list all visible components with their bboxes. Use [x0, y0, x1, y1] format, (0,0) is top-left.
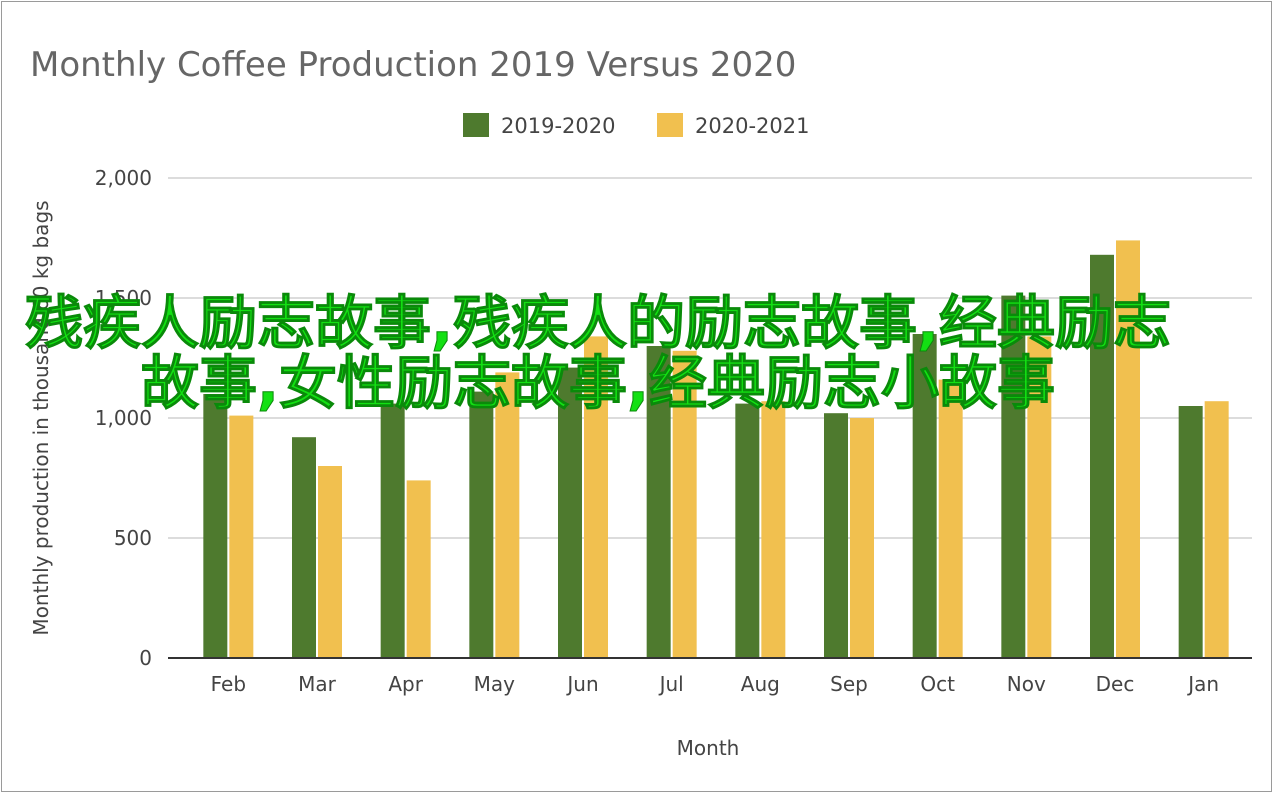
bar-2019-2020-Oct	[912, 334, 937, 658]
y-tick-label: 2,000	[95, 166, 152, 190]
x-axis-ticks: Feb Mar Apr May Jun Jul Aug Sep Oct Nov Dec Jan	[211, 672, 1219, 696]
bar-2019-2020-May	[469, 391, 494, 658]
bar-2019-2020-Feb	[203, 394, 228, 658]
bar-2020-2021-Aug	[761, 401, 786, 658]
x-tick-label: Jan	[1186, 672, 1219, 696]
x-tick-label: Apr	[388, 672, 423, 696]
bar-2019-2020-Sep	[824, 413, 848, 658]
y-tick-label: 500	[114, 526, 152, 550]
x-tick-label: May	[474, 672, 516, 696]
x-tick-label: Feb	[211, 672, 246, 696]
bar-2020-2021-Feb	[229, 415, 254, 658]
bar-2020-2021-Oct	[938, 379, 963, 658]
legend-swatch-2019-2020	[463, 113, 489, 137]
bar-2020-2021-Nov	[1027, 336, 1052, 658]
x-tick-label: Oct	[920, 672, 955, 696]
bar-2019-2020-Nov	[1001, 295, 1026, 658]
y-axis-ticks: 0 500 1,000 1,500 2,000	[95, 166, 152, 670]
bar-2019-2020-Jan	[1178, 406, 1203, 658]
bar-2020-2021-Apr	[406, 480, 431, 658]
bar-2020-2021-Jul	[672, 350, 697, 658]
bar-2020-2021-Jun	[584, 336, 608, 658]
bar-2020-2021-Sep	[850, 418, 874, 658]
y-tick-label: 0	[139, 646, 152, 670]
legend-label: 2019-2020	[501, 114, 615, 138]
chart-title: Monthly Coffee Production 2019 Versus 20…	[30, 45, 796, 85]
x-tick-label: Aug	[741, 672, 780, 696]
legend-label: 2020-2021	[695, 114, 809, 138]
x-tick-label: Jun	[565, 672, 598, 696]
x-tick-label: Jul	[658, 672, 684, 696]
x-tick-label: Nov	[1007, 672, 1046, 696]
bar-2020-2021-May	[495, 372, 520, 658]
bar-2020-2021-Dec	[1116, 240, 1140, 658]
bar-2019-2020-Jul	[646, 346, 671, 658]
bar-2020-2021-Jan	[1204, 401, 1229, 658]
legend-swatch-2020-2021	[657, 113, 683, 137]
bar-2019-2020-Mar	[292, 437, 316, 658]
y-tick-label: 1,500	[95, 286, 152, 310]
gridlines	[168, 177, 1252, 539]
x-tick-label: Dec	[1096, 672, 1135, 696]
bar-2019-2020-Jun	[558, 367, 582, 658]
x-tick-label: Sep	[830, 672, 868, 696]
bar-2019-2020-Aug	[735, 403, 760, 658]
y-axis-title: Monthly production in thousand 60 kg bag…	[29, 200, 53, 635]
legend: 2019-2020 2020-2021	[463, 113, 809, 138]
bar-2019-2020-Apr	[380, 403, 405, 658]
y-tick-label: 1,000	[95, 406, 152, 430]
x-tick-label: Mar	[298, 672, 337, 696]
x-axis-title: Month	[677, 736, 740, 760]
bars	[203, 240, 1229, 659]
bar-2019-2020-Dec	[1090, 254, 1114, 659]
bar-2020-2021-Mar	[318, 466, 342, 658]
